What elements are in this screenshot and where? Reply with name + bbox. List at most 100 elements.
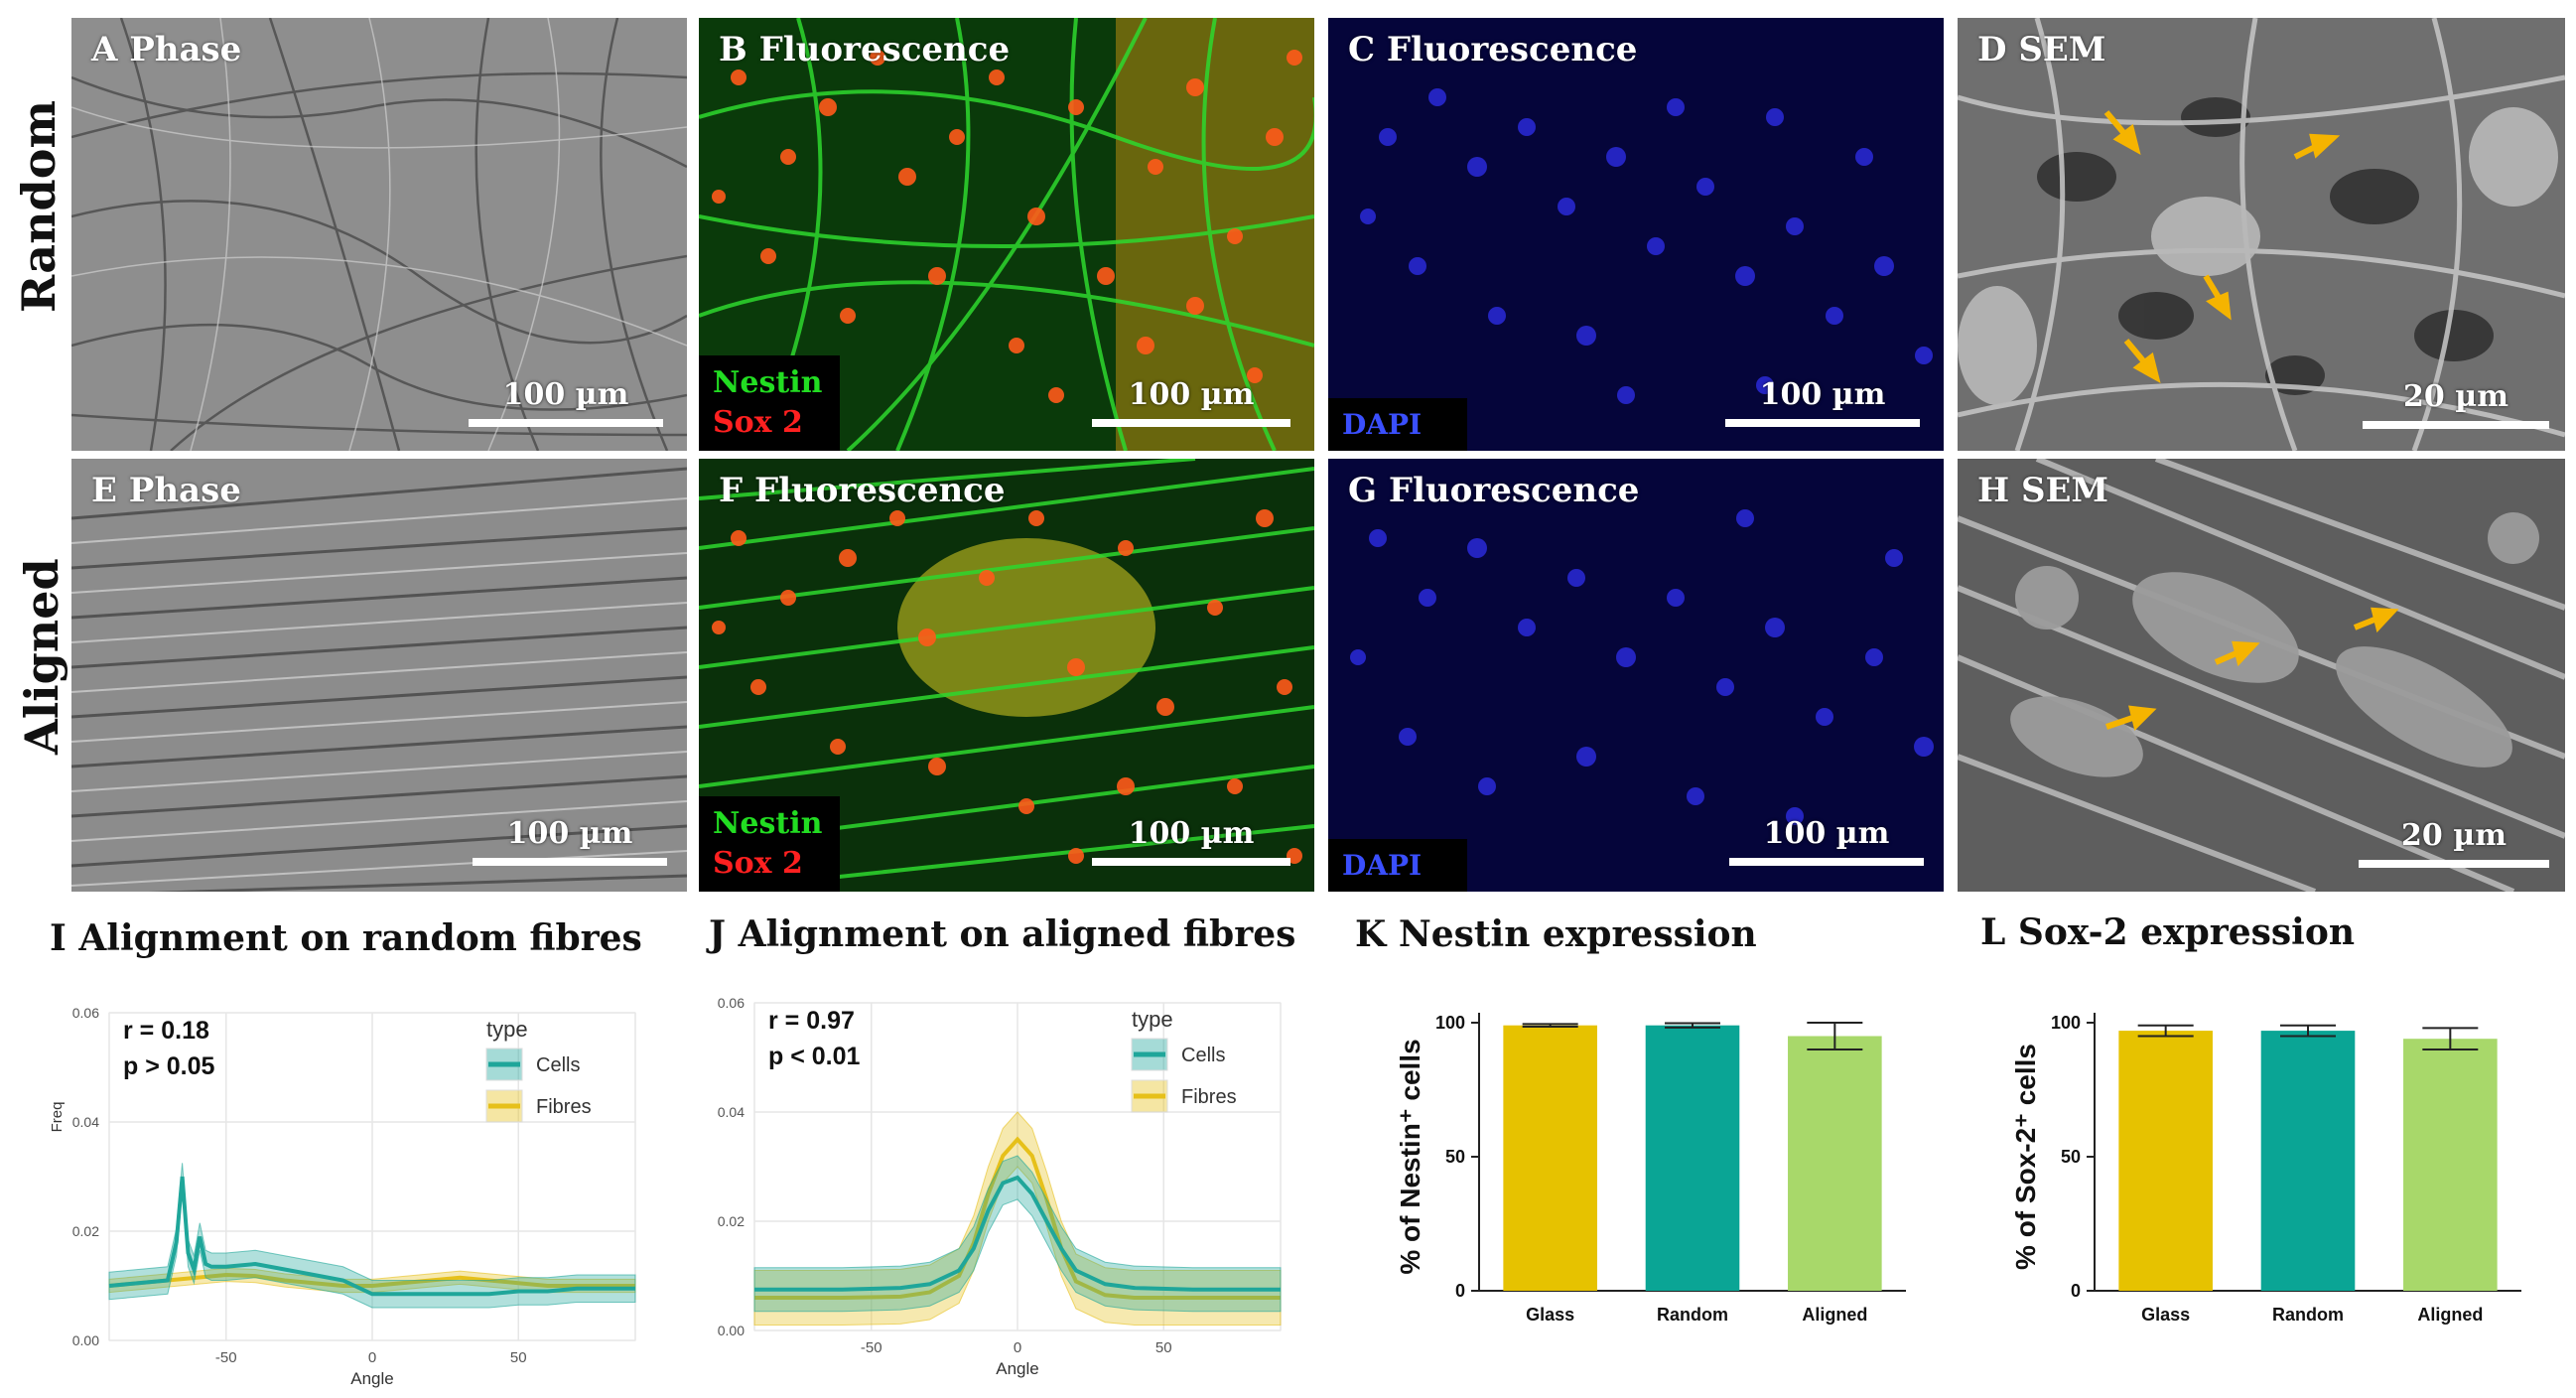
chart-l-title: L Sox-2 expression [1980, 911, 2356, 953]
panel-f-title: F Fluorescence [719, 471, 1006, 510]
panel-g-dapi-aligned: G Fluorescence DAPI 100 µm [1328, 459, 1944, 892]
stat-annotation: p > 0.05 [123, 1052, 215, 1080]
chart-l-svg: 0 50 100 % of Sox-2⁺ cells Glass Random Aligne… [2010, 1013, 2521, 1325]
bar-aligned [1788, 1036, 1882, 1291]
sem-image [1958, 18, 2565, 451]
legend-title: type [1132, 1007, 1173, 1032]
phase-contrast-image [71, 459, 687, 892]
x-tick-label: Glass [2141, 1305, 2190, 1325]
row-label-random: Random [12, 99, 66, 313]
phase-contrast-image [71, 18, 687, 451]
panel-h-title: H SEM [1977, 471, 2109, 510]
y-tick-label: 0 [1455, 1281, 1465, 1301]
x-tick-label: -50 [215, 1349, 237, 1366]
y-axis-label: Freq [49, 1102, 66, 1133]
bar-random [2260, 1031, 2356, 1291]
legend-label: Fibres [536, 1096, 592, 1118]
y-tick-label: 0 [2071, 1281, 2081, 1301]
panel-b-title: B Fluorescence [719, 30, 1011, 70]
x-axis-label: Angle [350, 1369, 393, 1388]
x-tick-label: 0 [1014, 1339, 1021, 1356]
legend-sox2: Sox 2 [713, 846, 803, 881]
x-tick-label: Aligned [1802, 1305, 1867, 1325]
y-axis-label: % of Nestin⁺ cells [1395, 1039, 1425, 1274]
x-tick-label: Random [1657, 1305, 1728, 1325]
y-tick-label: 0.06 [718, 995, 745, 1011]
chart-i-alignment-random: 0.00 0.02 0.04 0.06 -50 0 50 Angle Freq r = 0.18 p… [40, 973, 675, 1390]
scale-label: 100 µm [506, 816, 633, 851]
panel-h-sem-aligned: H SEM 20 µm [1958, 459, 2565, 892]
chart-k-nestin: 0 50 100 % of Nestin⁺ cells Glass Random Align… [1370, 983, 1946, 1380]
panel-e-title: E Phase [91, 471, 241, 510]
chart-j-svg: 0.00 0.02 0.04 0.06 -50 0 50 Angle r = 0.97 p < 0… [718, 995, 1282, 1378]
chart-l-sox2: 0 50 100 % of Sox-2⁺ cells Glass Random Aligne… [1985, 983, 2561, 1380]
y-tick-label: 0.02 [72, 1223, 99, 1239]
x-tick-label: 50 [1155, 1339, 1172, 1356]
chart-i-svg: 0.00 0.02 0.04 0.06 -50 0 50 Angle Freq r = 0.18 p… [49, 1005, 636, 1388]
series-band-fibres [753, 1111, 1282, 1326]
y-tick-label: 100 [2051, 1013, 2081, 1033]
series-band-cells [108, 1163, 636, 1309]
legend-dapi: DAPI [1328, 839, 1468, 892]
bar-random [1645, 1025, 1740, 1291]
y-tick-label: 50 [1445, 1147, 1465, 1167]
scale-label: 100 µm [1128, 816, 1255, 851]
x-axis-label: Angle [996, 1359, 1038, 1378]
scale-label: 100 µm [1128, 377, 1255, 412]
bar-glass [1503, 1025, 1597, 1291]
stain-legend: Nestin Sox 2 [699, 796, 841, 892]
series-line-cells [754, 1175, 1281, 1292]
scale-bar [1092, 858, 1290, 866]
stat-annotation: r = 0.18 [123, 1017, 209, 1045]
legend-label: Cells [536, 1054, 580, 1076]
sem-image [1958, 459, 2565, 892]
bar-glass [2118, 1031, 2213, 1291]
x-tick-label: Aligned [2417, 1305, 2483, 1325]
legend-nestin: Nestin [713, 365, 823, 400]
series-band-cells [753, 1155, 1282, 1313]
scale-label: 100 µm [1759, 377, 1886, 412]
panel-g-title: G Fluorescence [1348, 471, 1640, 510]
row-label-aligned: Aligned [15, 558, 68, 755]
scale-bar [1725, 419, 1920, 427]
legend-label: Cells [1181, 1045, 1225, 1066]
stat-annotation: p < 0.01 [768, 1043, 861, 1070]
legend-dapi: DAPI [1328, 398, 1468, 451]
series-line-cells [108, 1176, 635, 1297]
panel-c-dapi-random: C Fluorescence DAPI 100 µm [1328, 18, 1944, 451]
y-tick-label: 0.04 [718, 1104, 745, 1120]
y-tick-label: 100 [1435, 1013, 1465, 1033]
y-tick-label: 50 [2061, 1147, 2081, 1167]
scale-label: 100 µm [502, 377, 629, 412]
series-line-fibres [108, 1272, 635, 1288]
chart-k-svg: 0 50 100 % of Nestin⁺ cells Glass Random Align… [1395, 1013, 1906, 1325]
panel-e-phase-aligned: E Phase 100 µm [71, 459, 687, 892]
panel-c-title: C Fluorescence [1348, 30, 1638, 70]
stat-annotation: r = 0.97 [768, 1007, 855, 1035]
scale-bar [1729, 858, 1924, 866]
scale-bar [473, 858, 667, 866]
legend-nestin: Nestin [713, 806, 823, 841]
panel-b-fluorescence-random: B Fluorescence Nestin Sox 2 100 µm [699, 18, 1314, 451]
panel-a-phase-random: A Phase 100 µm [71, 18, 687, 451]
y-tick-label: 0.04 [72, 1114, 99, 1130]
scale-label: 100 µm [1763, 816, 1890, 851]
legend-title: type [486, 1017, 528, 1042]
y-tick-label: 0.00 [718, 1323, 745, 1338]
y-tick-label: 0.00 [72, 1332, 99, 1348]
stain-legend: Nestin Sox 2 [699, 355, 841, 451]
bar-aligned [2403, 1039, 2498, 1291]
scale-bar [2363, 421, 2549, 429]
dapi-image [1328, 18, 1944, 451]
y-tick-label: 0.06 [72, 1005, 99, 1021]
legend-sox2: Sox 2 [713, 405, 803, 440]
dapi-image [1328, 459, 1944, 892]
x-tick-label: 0 [368, 1349, 376, 1366]
x-tick-label: Random [2272, 1305, 2344, 1325]
legend-label: Fibres [1181, 1086, 1237, 1108]
chart-j-title: J Alignment on aligned fibres [709, 913, 1296, 955]
x-tick-label: 50 [510, 1349, 527, 1366]
scale-bar [1092, 419, 1290, 427]
panel-d-title: D SEM [1977, 30, 2106, 70]
panel-f-fluorescence-aligned: F Fluorescence Nestin Sox 2 100 µm [699, 459, 1314, 892]
